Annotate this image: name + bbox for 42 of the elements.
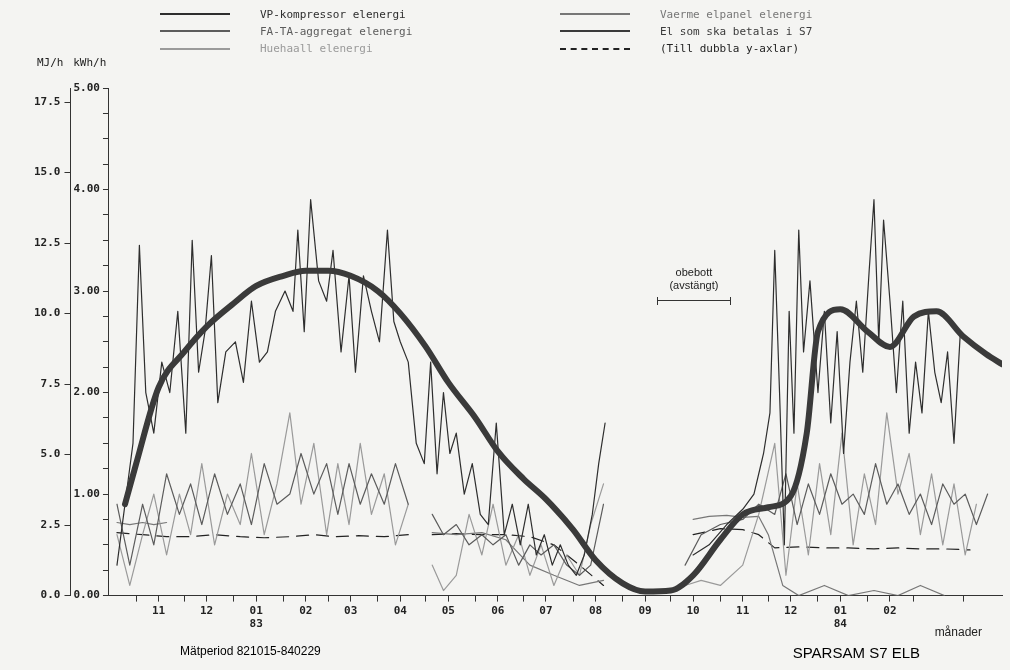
y2-tick-label: 17.5 [33,94,61,108]
y2-tick-label: 5.0 [40,447,61,461]
x-tick-label: 03 [344,604,358,618]
y2-tick-label: 0.0 [40,588,61,602]
x-tick-label: 02 [299,604,313,618]
x-tick-label: 05 [441,604,455,618]
y2-tick-label: 12.5 [33,235,61,249]
y-tick-label: 2.00 [73,385,100,399]
y2-tick-label: 2.5 [40,517,61,531]
x-tick-label: 09 [638,604,652,618]
y-tick-label: 5.00 [73,80,100,94]
x-tick-label: 02 [883,604,897,618]
annotation: obebott (avstängt) [669,266,719,292]
y2-axis-title: MJ/h [37,56,64,69]
text: FA-TA-aggregat elenergi [260,24,413,38]
y-tick-label: 3.00 [73,283,100,297]
y2-tick-label: 10.0 [33,306,61,320]
text: SPARSAM S7 ELB [792,644,920,661]
text: Vaerme elpanel elenergi [660,7,813,21]
x-axis-title: månader [934,625,982,639]
x-tick-label: 06 [491,604,505,618]
text: El som ska betalas i S7 [660,24,813,38]
y2-tick-label: 7.5 [40,376,61,390]
text: (Till dubbla y-axlar) [660,42,800,56]
x-tick-label: 10 [686,604,700,618]
x-tick-label: 04 [393,604,408,618]
text: Huehaall elenergi [260,42,373,56]
x-tick-label: 01 84 [833,604,848,631]
x-tick-label: 07 [539,604,553,618]
x-tick-label: 08 [588,604,603,618]
y2-tick-label: 15.0 [33,165,61,179]
text: VP-kompressor elenergi [260,7,406,21]
y-tick-label: 4.00 [73,182,100,196]
x-tick-label: 11 [151,604,166,618]
x-tick-label: 12 [199,604,214,618]
y-tick-label: 0.00 [73,588,100,602]
text: Mätperiod 821015-840229 [180,644,321,658]
x-tick-label: 12 [784,604,798,618]
y-tick-label: 1.00 [73,486,100,500]
x-tick-label: 01 83 [249,604,264,631]
x-tick-label: 11 [736,604,750,618]
y-axis-title: kWh/h [73,56,107,69]
